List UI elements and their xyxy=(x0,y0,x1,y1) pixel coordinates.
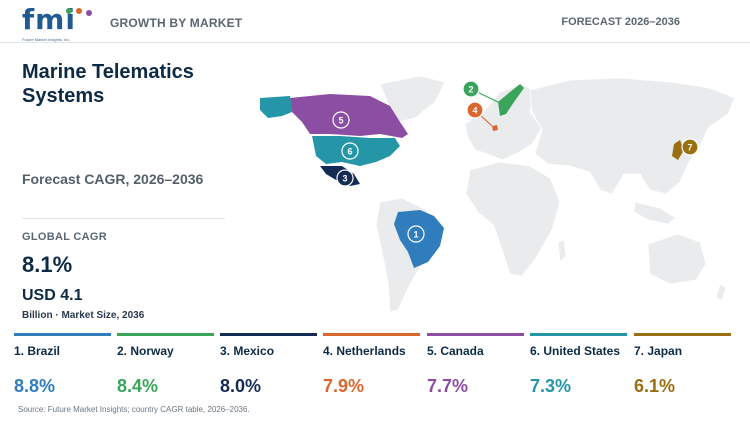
rank-marker-norway: 2 xyxy=(462,80,480,98)
country-cagr: 7.7% xyxy=(427,376,469,396)
country-name: 7. Japan xyxy=(634,344,683,358)
canada-shape xyxy=(290,94,408,138)
country-bar xyxy=(634,333,731,336)
forecast-label: Forecast CAGR, 2026–2036 xyxy=(22,171,204,187)
svg-text:3: 3 xyxy=(342,174,347,184)
market-size-note: Billion · Market Size, 2036 xyxy=(22,310,145,321)
global-cagr-value: 8.1% xyxy=(22,252,73,277)
country-name: 3. Mexico xyxy=(220,344,275,358)
alaska-shape xyxy=(260,96,292,118)
country-card-netherlands: 4. Netherlands 7.9% xyxy=(323,333,420,397)
country-name: 1. Brazil xyxy=(14,344,61,358)
country-card-united-states: 6. United States 7.3% xyxy=(530,333,627,397)
country-card-japan: 7. Japan 6.1% xyxy=(634,333,731,397)
rank-marker-canada: 5 xyxy=(332,111,350,129)
country-cagr: 8.8% xyxy=(14,376,56,396)
forecast-range: FORECAST 2026–2036 xyxy=(561,16,680,28)
rank-marker-netherlands: 4 xyxy=(466,101,484,119)
logo-dot-icon xyxy=(66,8,72,14)
country-card-norway: 2. Norway 8.4% xyxy=(117,333,214,397)
sea-islands-shape xyxy=(633,201,677,225)
divider xyxy=(22,218,225,219)
country-bar xyxy=(14,333,111,336)
country-bar xyxy=(220,333,317,336)
australia-shape xyxy=(647,233,707,285)
header: fmi Future Market Insights, Inc. GROWTH … xyxy=(0,0,750,43)
country-card-brazil: 1. Brazil 8.8% xyxy=(14,333,111,397)
netherlands-shape xyxy=(492,125,498,131)
logo-dot-icon xyxy=(76,8,82,14)
svg-text:4: 4 xyxy=(472,106,477,116)
global-cagr-label: GLOBAL CAGR xyxy=(22,231,107,243)
country-name: 5. Canada xyxy=(427,344,484,358)
country-bar xyxy=(117,333,214,336)
country-cagr: 8.0% xyxy=(220,376,262,396)
svg-text:6: 6 xyxy=(347,147,352,157)
page-title: Marine Telematics Systems xyxy=(22,61,194,107)
new-zealand-shape xyxy=(715,283,727,301)
svg-text:5: 5 xyxy=(338,116,343,126)
logo-subtitle: Future Market Insights, Inc. xyxy=(22,37,71,42)
rank-marker-japan: 7 xyxy=(681,138,699,156)
country-cagr: 6.1% xyxy=(634,376,676,396)
rank-marker-brazil: 1 xyxy=(407,225,425,243)
svg-text:7: 7 xyxy=(687,143,692,153)
world-map: 1 2 3 4 5 6 7 xyxy=(260,75,736,313)
country-name: 6. United States xyxy=(530,344,621,358)
fmi-logo: fmi Future Market Insights, Inc. xyxy=(22,4,92,46)
country-name: 2. Norway xyxy=(117,344,174,358)
country-card-mexico: 3. Mexico 8.0% xyxy=(220,333,317,397)
country-bar xyxy=(323,333,420,336)
country-cagr: 8.4% xyxy=(117,376,159,396)
country-cagr: 7.9% xyxy=(323,376,365,396)
country-bar xyxy=(530,333,627,336)
norway-shape xyxy=(498,84,524,116)
svg-text:2: 2 xyxy=(468,85,473,95)
asia-shape xyxy=(529,77,736,195)
svg-text:1: 1 xyxy=(413,230,418,240)
europe-shape xyxy=(464,83,543,161)
rank-marker-mexico: 3 xyxy=(336,169,354,187)
madagascar-shape xyxy=(557,239,567,263)
country-bar xyxy=(427,333,524,336)
country-cagr: 7.3% xyxy=(530,376,572,396)
source-note: Source: Future Market Insights; country … xyxy=(18,405,250,414)
land-masses xyxy=(375,75,736,313)
logo-dot-icon xyxy=(86,10,92,16)
country-card-canada: 5. Canada 7.7% xyxy=(427,333,524,397)
japan-shape xyxy=(672,140,684,160)
africa-shape xyxy=(465,161,561,277)
section-label: GROWTH BY MARKET xyxy=(110,16,243,30)
country-name: 4. Netherlands xyxy=(323,344,406,358)
rank-marker-united-states: 6 xyxy=(341,142,359,160)
market-size-value: USD 4.1 xyxy=(22,287,83,304)
